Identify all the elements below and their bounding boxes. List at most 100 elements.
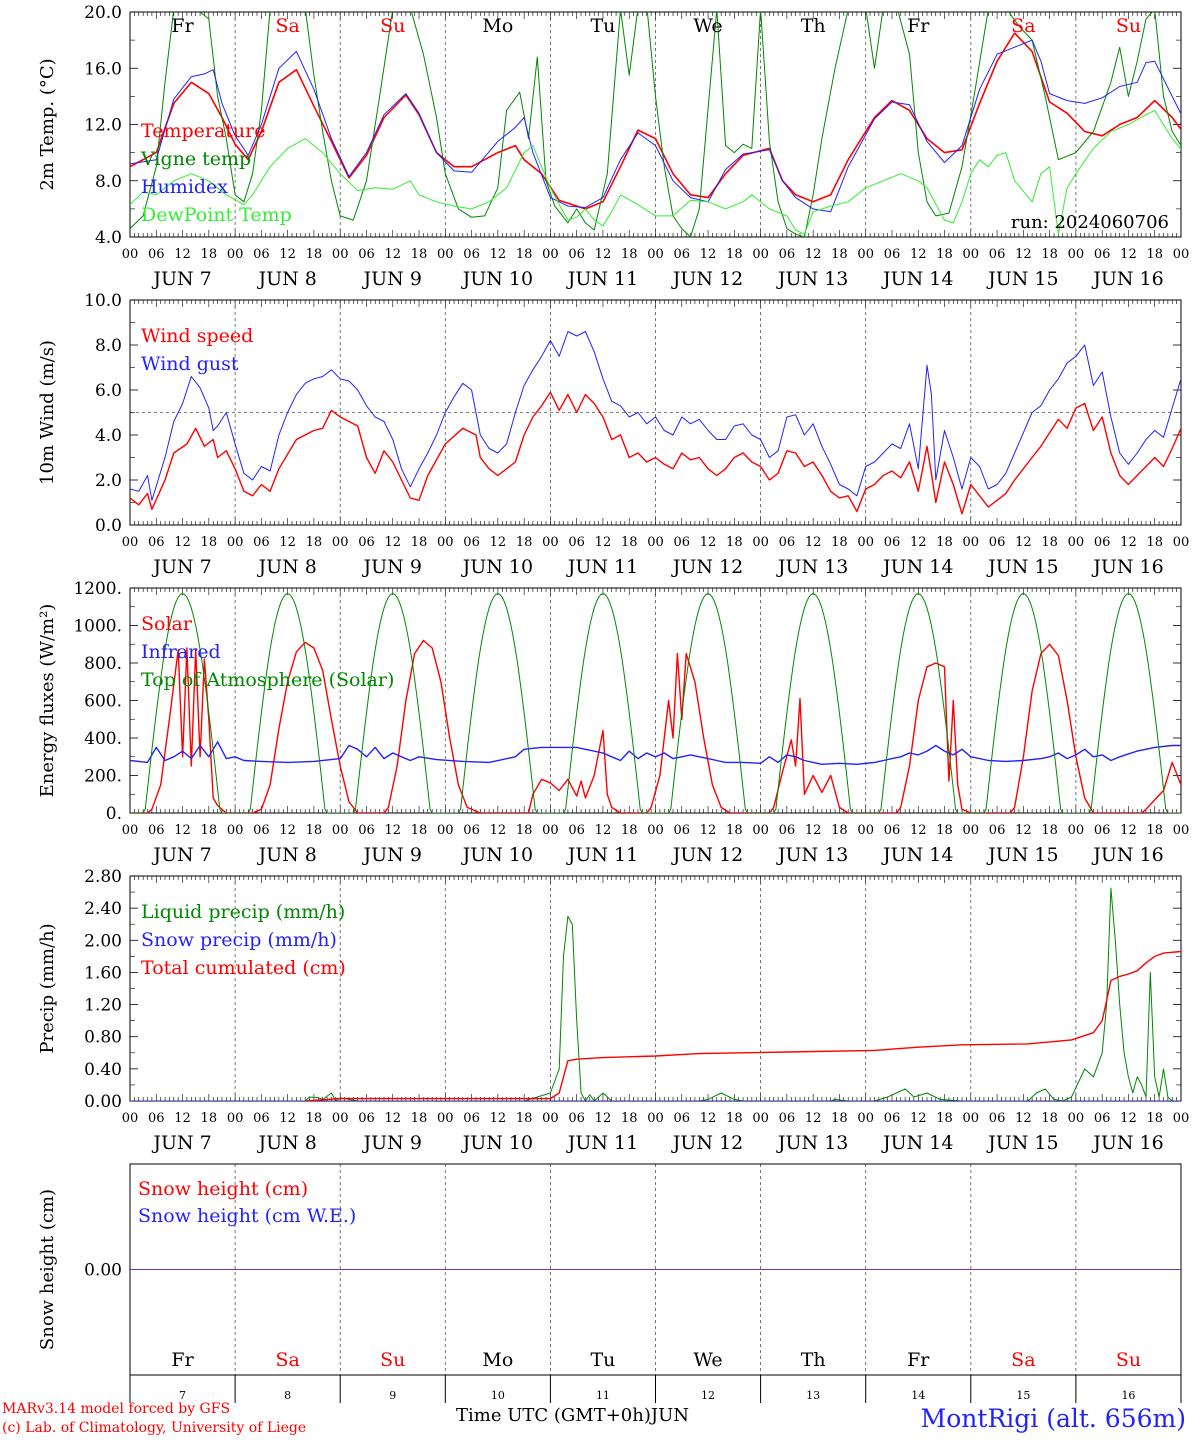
hour-tick-label: 06 xyxy=(358,247,375,262)
date-label: JUN 11 xyxy=(566,844,638,866)
hour-tick-label: 18 xyxy=(1146,535,1163,550)
y-tick-label: 2.40 xyxy=(84,899,122,919)
date-label: JUN 7 xyxy=(151,1132,211,1154)
y-tick-label: 8.0 xyxy=(95,336,122,356)
day-number-label: 15 xyxy=(1016,1389,1030,1402)
plot-area xyxy=(130,331,1181,515)
day-number-label: 13 xyxy=(806,1389,820,1402)
date-label: JUN 10 xyxy=(461,1132,533,1154)
weekday-label: Sa xyxy=(1011,1349,1035,1371)
date-label: JUN 15 xyxy=(986,556,1058,578)
hour-tick-label: 12 xyxy=(174,1111,191,1126)
date-label: JUN 12 xyxy=(671,556,743,578)
series-line xyxy=(130,593,1181,813)
hour-tick-label: 18 xyxy=(1041,535,1058,550)
hour-tick-label: 00 xyxy=(1068,535,1085,550)
weekday-label: Sa xyxy=(1011,15,1035,37)
legend-entry: Snow height (cm) xyxy=(138,1178,308,1200)
date-label: JUN 16 xyxy=(1091,844,1163,866)
hour-tick-label: 12 xyxy=(279,247,296,262)
date-label: JUN 14 xyxy=(881,268,953,290)
hour-tick-label: 00 xyxy=(963,823,980,838)
hour-tick-label: 12 xyxy=(1120,823,1137,838)
y-tick-label: 10.0 xyxy=(84,291,122,311)
hour-tick-label: 00 xyxy=(122,535,139,550)
day-number-label: 11 xyxy=(596,1389,610,1402)
panel-1: 4.0 8.0 12.0 16.0 20.0 2m Temp. (°C) Temperatu… xyxy=(37,3,1189,290)
y-tick-label: 6.0 xyxy=(95,381,122,401)
plot-area xyxy=(130,12,1181,237)
hour-tick-label: 12 xyxy=(700,823,717,838)
hour-tick-label: 12 xyxy=(490,823,507,838)
hour-tick-label: 00 xyxy=(542,247,559,262)
hour-tick-label: 12 xyxy=(279,1111,296,1126)
weekday-label: Tu xyxy=(590,15,615,37)
time-axis-label: Time UTC (GMT+0h)JUN xyxy=(456,1405,689,1426)
weekday-label: Sa xyxy=(275,1349,299,1371)
series-line xyxy=(130,109,1181,235)
hour-tick-label: 12 xyxy=(805,247,822,262)
date-label: JUN 10 xyxy=(461,556,533,578)
y-tick-label: 0.80 xyxy=(84,1028,122,1048)
hour-tick-label: 18 xyxy=(726,823,743,838)
y-tick-label: 800. xyxy=(84,654,122,674)
day-number-label: 8 xyxy=(284,1389,291,1402)
y-tick-label: 400. xyxy=(84,729,122,749)
hour-tick-label: 00 xyxy=(122,823,139,838)
hour-tick-label: 00 xyxy=(1068,247,1085,262)
hour-tick-label: 00 xyxy=(227,247,244,262)
hour-tick-label: 00 xyxy=(1068,823,1085,838)
hour-tick-label: 18 xyxy=(201,247,218,262)
hour-tick-label: 00 xyxy=(647,535,664,550)
hour-tick-label: 18 xyxy=(831,823,848,838)
date-label: JUN 15 xyxy=(986,268,1058,290)
hour-tick-label: 06 xyxy=(463,1111,480,1126)
hour-tick-label: 06 xyxy=(358,1111,375,1126)
hour-tick-label: 18 xyxy=(1041,823,1058,838)
legend-entry: Snow precip (mm/h) xyxy=(141,929,337,951)
date-label: JUN 9 xyxy=(362,1132,422,1154)
legend-entry: Infrared xyxy=(141,641,221,663)
series-line xyxy=(305,950,1181,1101)
y-tick-label: 4.0 xyxy=(95,228,122,248)
hour-tick-label: 00 xyxy=(542,1111,559,1126)
hour-tick-label: 12 xyxy=(700,1111,717,1126)
legend-entry: Snow height (cm W.E.) xyxy=(138,1205,356,1227)
hour-tick-label: 06 xyxy=(148,247,165,262)
hour-tick-label: 12 xyxy=(279,823,296,838)
hour-tick-label: 06 xyxy=(1094,247,1111,262)
date-label: JUN 12 xyxy=(671,1132,743,1154)
hour-tick-label: 18 xyxy=(726,247,743,262)
y-tick-label: 2.00 xyxy=(84,931,122,951)
hour-tick-label: 00 xyxy=(752,247,769,262)
hour-tick-label: 06 xyxy=(148,535,165,550)
y-tick-label: 12.0 xyxy=(84,116,122,136)
plot-area xyxy=(130,593,1181,813)
hour-tick-label: 06 xyxy=(779,247,796,262)
hour-tick-label: 18 xyxy=(1041,247,1058,262)
date-label: JUN 15 xyxy=(986,844,1058,866)
legend-entry: Liquid precip (mm/h) xyxy=(141,901,345,923)
hour-tick-label: 12 xyxy=(1015,1111,1032,1126)
date-label: JUN 10 xyxy=(461,844,533,866)
hour-tick-label: 00 xyxy=(437,535,454,550)
legend-entry: Total cumulated (cm) xyxy=(141,957,346,979)
hour-tick-label: 12 xyxy=(595,535,612,550)
weekday-label: Mo xyxy=(482,1349,513,1371)
series-line xyxy=(130,887,1181,1101)
hour-tick-label: 00 xyxy=(227,535,244,550)
hour-tick-label: 00 xyxy=(1173,535,1190,550)
hour-tick-label: 00 xyxy=(1068,1111,1085,1126)
y-tick-label: 0.00 xyxy=(84,1092,122,1112)
hour-tick-label: 18 xyxy=(1146,247,1163,262)
hour-tick-label: 12 xyxy=(384,1111,401,1126)
hour-tick-label: 12 xyxy=(910,535,927,550)
hour-tick-label: 06 xyxy=(884,535,901,550)
date-label: JUN 11 xyxy=(566,556,638,578)
y-tick-label: 4.0 xyxy=(95,426,122,446)
y-tick-label: 0.40 xyxy=(84,1060,122,1080)
hour-tick-label: 18 xyxy=(306,823,323,838)
run-annotation: run: 2024060706 xyxy=(1011,212,1169,233)
hour-tick-label: 12 xyxy=(910,1111,927,1126)
